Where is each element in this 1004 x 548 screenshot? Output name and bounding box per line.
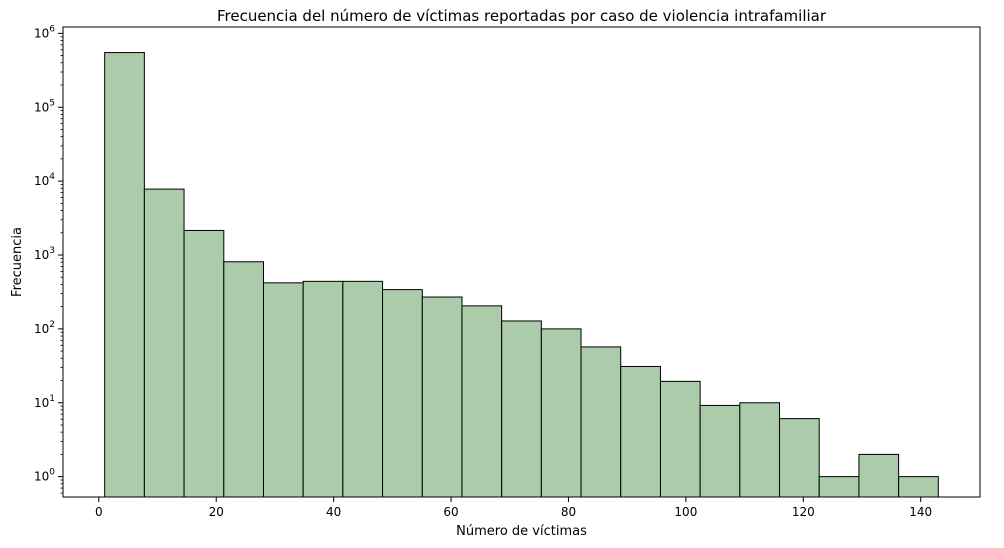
histogram-bar: [143, 188, 185, 498]
x-tick-label: 40: [326, 505, 341, 519]
histogram-bar: [898, 476, 939, 498]
y-tick-label: 103: [34, 246, 55, 262]
x-tick-label: 140: [909, 505, 932, 519]
histogram-bar: [382, 289, 423, 498]
histogram-bar: [620, 365, 661, 498]
y-tick-label: 104: [34, 172, 55, 188]
histogram-bar: [699, 404, 741, 498]
plot-frame: [62, 26, 981, 498]
histogram-bar: [580, 346, 622, 498]
histogram-bar: [461, 305, 503, 498]
histogram-bar: [739, 402, 781, 498]
x-tick-label: 0: [95, 505, 103, 519]
x-tick-label: 60: [443, 505, 458, 519]
histogram-bar: [659, 380, 701, 498]
histogram-bar: [501, 320, 542, 498]
x-tick-label: 120: [792, 505, 815, 519]
histogram-bar: [302, 280, 344, 498]
histogram-bar: [342, 280, 384, 498]
y-tick-label: 102: [34, 320, 55, 336]
histogram-bar: [104, 52, 145, 498]
x-tick-label: 100: [674, 505, 697, 519]
histogram-bar: [223, 261, 264, 498]
y-tick-label: 100: [34, 468, 55, 484]
y-tick-label: 105: [34, 98, 55, 114]
histogram-bar: [183, 229, 225, 498]
x-tick-label: 80: [561, 505, 576, 519]
histogram-bar: [779, 418, 820, 498]
bars-layer: [104, 52, 939, 498]
histogram-bar: [262, 282, 304, 498]
x-tick-label: 20: [209, 505, 224, 519]
x-axis: 0 20 40 60 80 100 120 140: [95, 497, 932, 519]
y-axis-label: Frecuencia: [10, 227, 25, 297]
histogram-bar: [421, 296, 463, 498]
y-axis: 100 101 102 103 104 105 106: [34, 24, 63, 494]
x-axis-label: Número de víctimas: [456, 524, 587, 539]
y-tick-label: 101: [34, 394, 55, 410]
histogram-bar: [540, 328, 582, 498]
histogram-bar: [858, 453, 900, 498]
histogram-bar: [818, 476, 860, 498]
y-tick-label: 106: [34, 24, 55, 40]
chart-title: Frecuencia del número de víctimas report…: [217, 7, 827, 25]
